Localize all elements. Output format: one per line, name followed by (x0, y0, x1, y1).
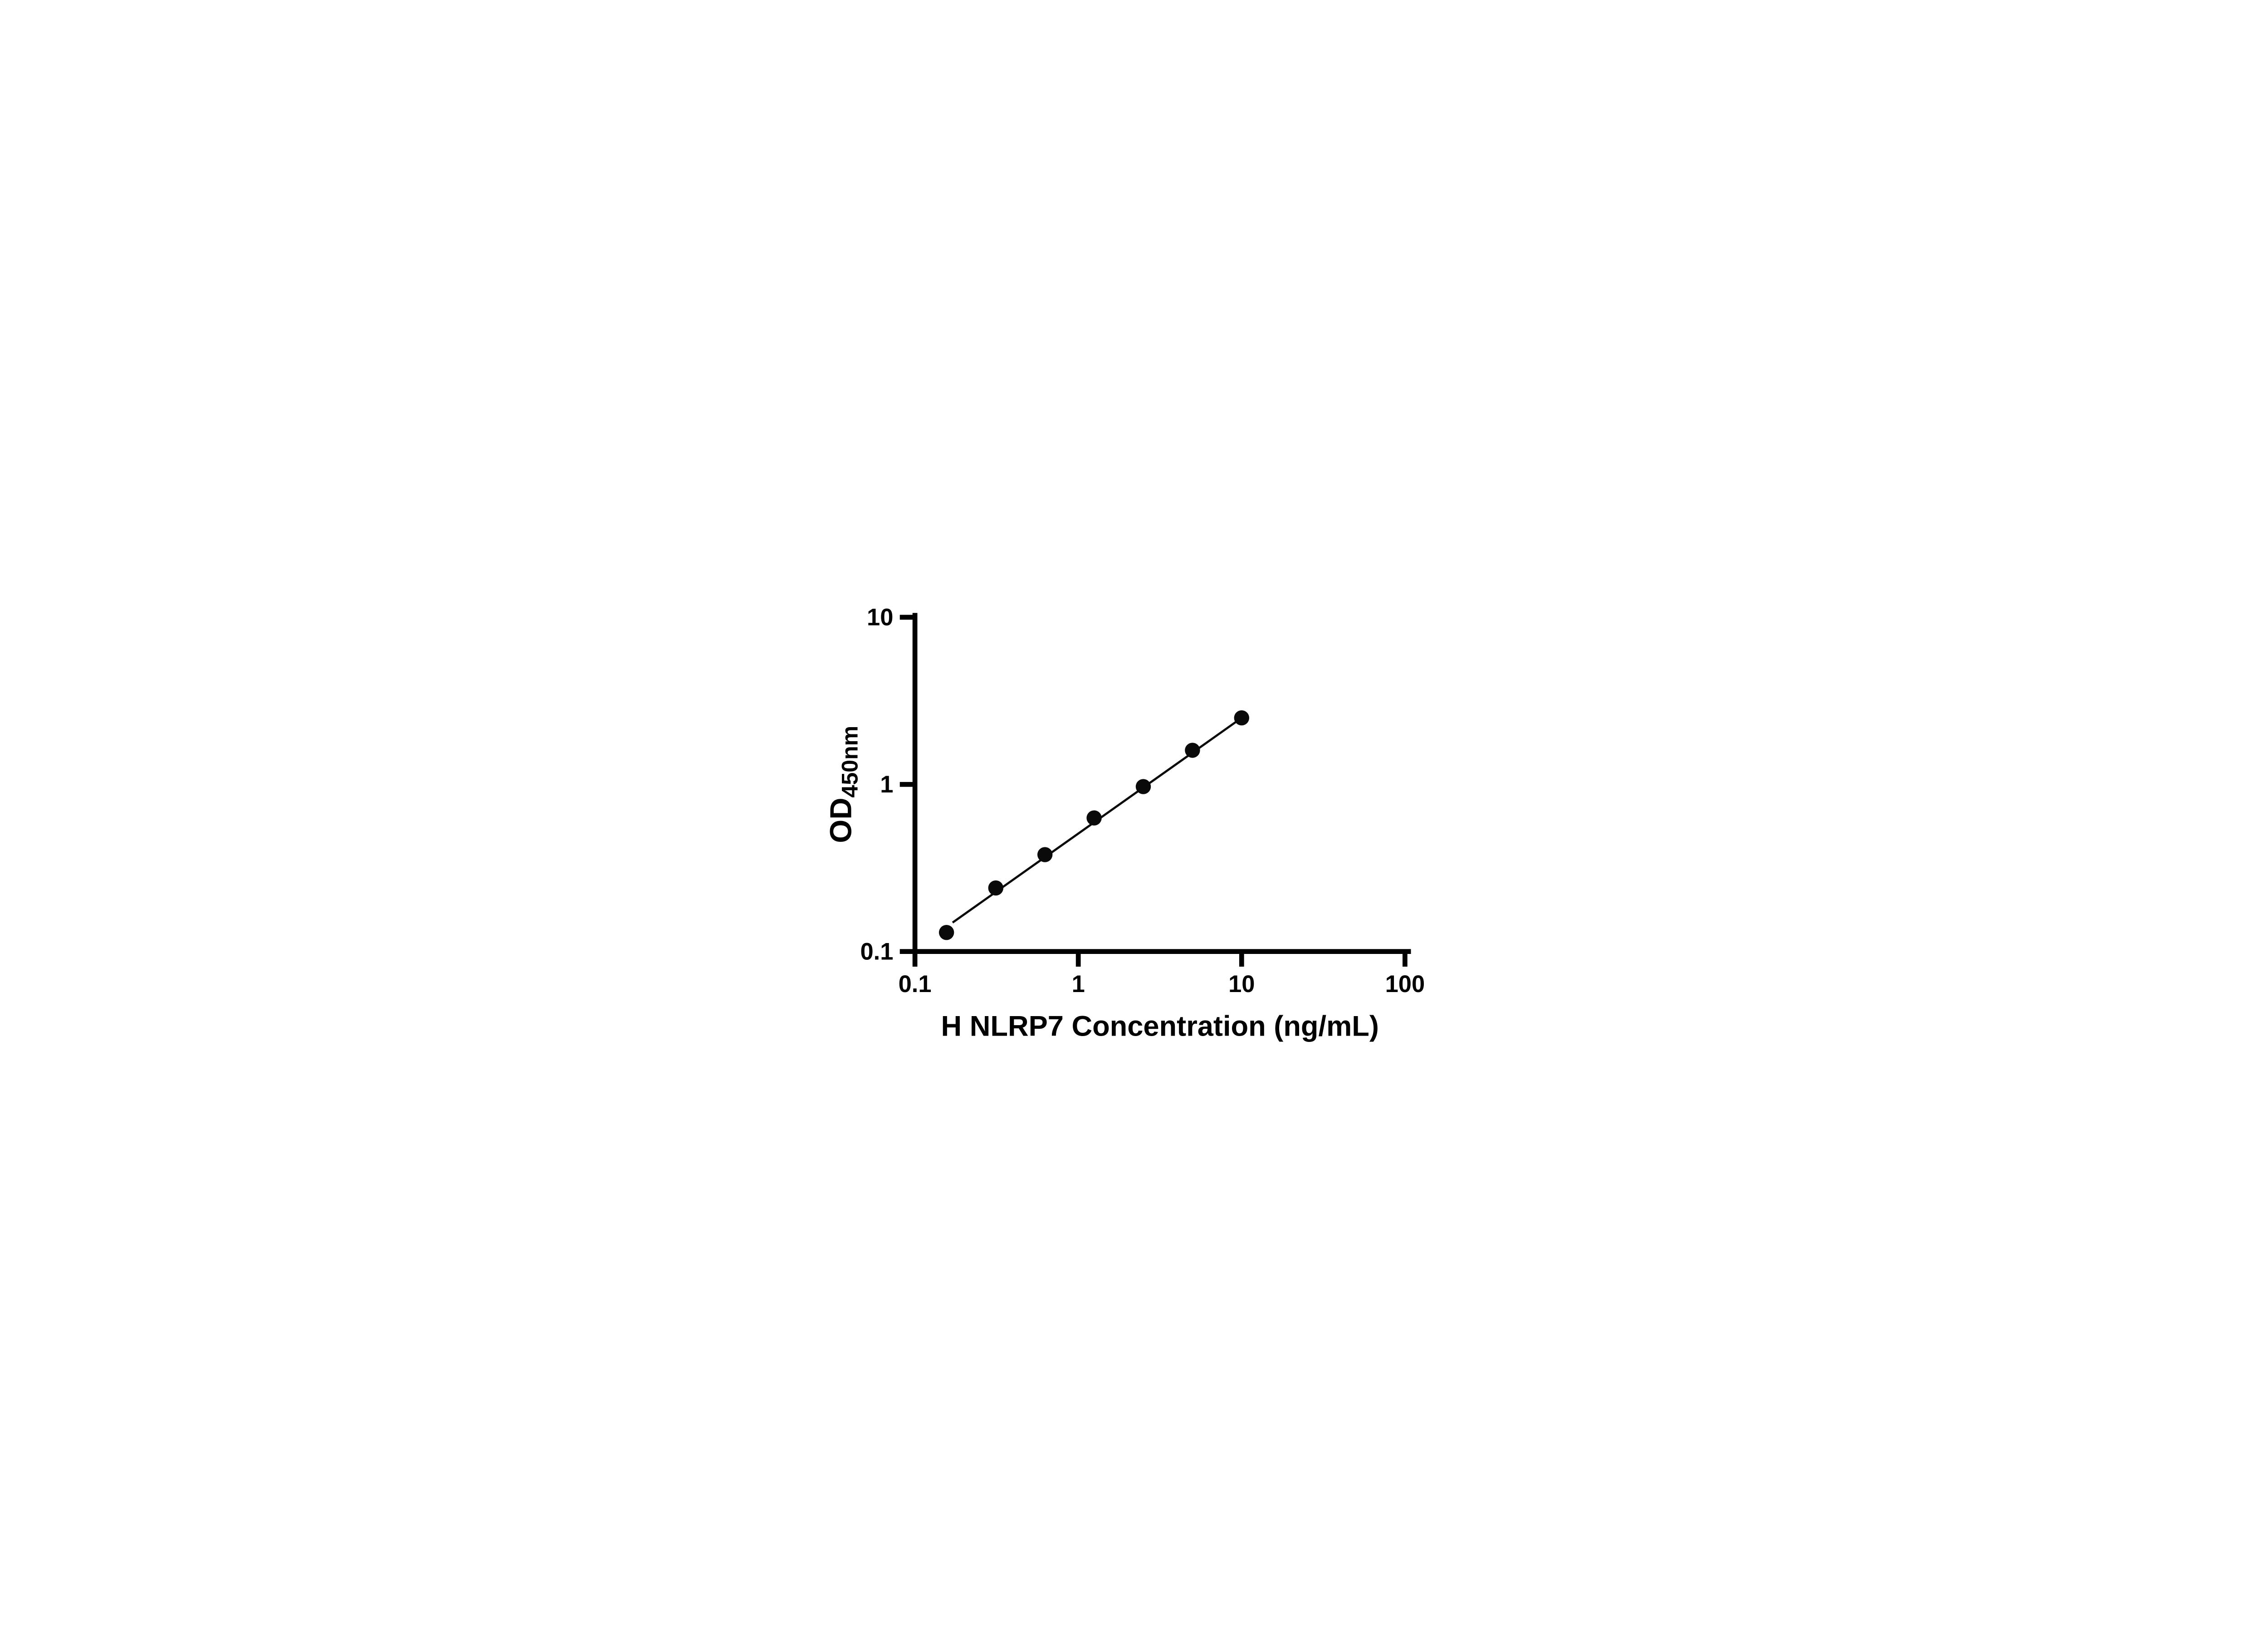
x-axis-tick-label: 10 (1228, 972, 1255, 998)
data-point (1086, 810, 1102, 826)
y-axis-title: OD450nm (824, 726, 862, 843)
data-point (1037, 847, 1053, 863)
data-point (988, 880, 1003, 896)
x-axis-title: H NLRP7 Concentration (ng/mL) (941, 1011, 1379, 1042)
y-axis-tick-label: 10 (867, 605, 893, 631)
x-axis-tick-label: 100 (1385, 972, 1425, 998)
y-axis-title-sub: 450nm (837, 726, 863, 798)
standard-curve-chart: H NLRP7 Concentration (ng/mL) OD450nm 0.… (824, 605, 1425, 1042)
data-point (1185, 743, 1200, 758)
data-point (938, 925, 954, 940)
y-axis-title-main: OD (824, 798, 858, 843)
x-axis-tick-label: 1 (1072, 972, 1085, 998)
y-axis-tick-label: 1 (880, 772, 893, 798)
data-point (1135, 779, 1151, 795)
y-axis-tick-label: 0.1 (860, 939, 893, 965)
x-axis-tick-label: 0.1 (899, 972, 932, 998)
data-point (1234, 710, 1249, 726)
